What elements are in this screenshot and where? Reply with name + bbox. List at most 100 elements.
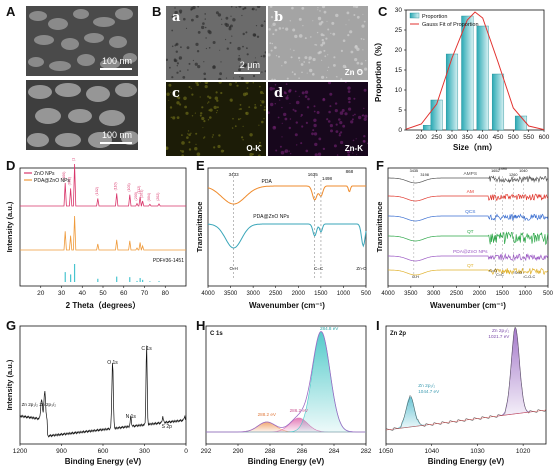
xrd-pattern	[20, 215, 186, 251]
edx-texture	[166, 6, 266, 80]
peak-label: C=C	[314, 266, 324, 271]
edx-speck	[298, 77, 300, 79]
edx-speck	[327, 69, 328, 71]
edx-speck	[235, 6, 237, 9]
edx-speck	[237, 57, 241, 61]
edx-speck	[246, 87, 249, 89]
legend-label: PDA@ZnO NPs	[34, 178, 70, 184]
edx-speck	[254, 106, 257, 109]
ftir-curve	[388, 267, 549, 276]
edx-speck	[203, 61, 205, 63]
edx-speck	[328, 110, 331, 114]
edx-speck	[179, 58, 181, 60]
edx-speck	[346, 149, 351, 154]
edx-speck	[360, 62, 363, 65]
edx-speck	[262, 92, 264, 94]
edx-speck	[209, 108, 213, 112]
edx-speck	[353, 97, 356, 100]
edx-speck	[333, 64, 336, 67]
edx-speck	[216, 112, 218, 114]
edx-speck	[196, 152, 201, 156]
edx-speck	[289, 20, 291, 22]
edx-speck	[263, 118, 265, 120]
edx-speck	[174, 7, 176, 9]
edx-speck	[231, 35, 233, 37]
edx-speck	[263, 108, 266, 111]
chart-h-c1s: C 1s 288.2 eV 286.2 eV 284.8 eV 292 290 288 286…	[201, 325, 372, 466]
edx-tile-b: b Zn O	[268, 6, 368, 80]
edx-speck	[336, 154, 339, 156]
edx-speck	[289, 103, 291, 104]
edx-speck	[271, 25, 273, 27]
edx-speck	[340, 49, 343, 53]
x-tick-label: 1020	[516, 448, 531, 455]
edx-speck	[188, 141, 191, 144]
edx-speck	[340, 131, 343, 134]
edx-speck	[246, 53, 249, 56]
edx-speck	[289, 118, 292, 120]
y-tick-label: 0	[398, 127, 402, 134]
edx-speck	[312, 129, 315, 132]
edx-speck	[327, 54, 329, 56]
edx-speck	[260, 104, 262, 107]
edx-speck	[248, 106, 251, 108]
edx-speck	[301, 91, 305, 95]
edx-speck	[236, 84, 239, 87]
edx-speck	[195, 82, 199, 84]
edx-speck	[352, 114, 354, 117]
edx-speck	[322, 147, 326, 151]
edx-speck	[326, 20, 328, 22]
edx-speck	[195, 42, 199, 47]
envelope-line	[206, 331, 366, 433]
edx-speck	[231, 100, 233, 102]
ftir-curve	[388, 175, 549, 184]
edx-speck	[363, 117, 367, 121]
edx-speck	[207, 102, 209, 104]
edx-element-tag: O-K	[246, 144, 261, 153]
edx-speck	[313, 132, 318, 136]
edx-speck	[350, 120, 354, 124]
x-tick-label: 1050	[379, 448, 394, 455]
edx-speck	[175, 42, 179, 46]
edx-speck	[298, 95, 300, 97]
edx-speck	[218, 82, 222, 84]
x-tick-label: 50	[99, 290, 107, 297]
edx-speck	[240, 118, 242, 120]
edx-speck	[338, 118, 341, 121]
edx-speck	[260, 55, 263, 58]
edx-speck	[356, 154, 358, 156]
edx-speck	[218, 134, 221, 137]
edx-speck	[271, 42, 273, 45]
edx-speck	[209, 116, 212, 119]
edx-speck	[353, 6, 355, 8]
edx-speck	[195, 143, 197, 145]
edx-speck	[324, 55, 327, 58]
edx-texture	[166, 82, 266, 156]
edx-speck	[272, 87, 275, 90]
edx-speck	[273, 46, 277, 49]
edx-speck	[322, 41, 326, 45]
edx-speck	[179, 9, 183, 13]
edx-letter: b	[274, 10, 284, 25]
peak-label: 3433	[229, 172, 240, 177]
edx-speck	[240, 76, 244, 80]
edx-speck	[200, 112, 203, 115]
edx-speck	[219, 72, 222, 76]
edx-speck	[332, 32, 336, 36]
edx-speck	[308, 61, 311, 64]
edx-speck	[303, 61, 306, 63]
edx-speck	[296, 144, 298, 146]
edx-speck	[294, 133, 298, 137]
gauss-fit-line	[405, 11, 545, 131]
edx-speck	[238, 108, 241, 110]
edx-speck	[271, 78, 274, 80]
edx-speck	[168, 99, 170, 101]
edx-speck	[213, 146, 216, 149]
peak-label: (004)	[147, 193, 151, 201]
xrd-pattern	[20, 163, 186, 207]
edx-speck	[242, 125, 244, 127]
edx-speck	[291, 6, 294, 10]
x-axis-label: Binding Energy (eV)	[65, 457, 142, 466]
edx-speck	[278, 27, 282, 30]
edx-speck	[168, 83, 172, 87]
